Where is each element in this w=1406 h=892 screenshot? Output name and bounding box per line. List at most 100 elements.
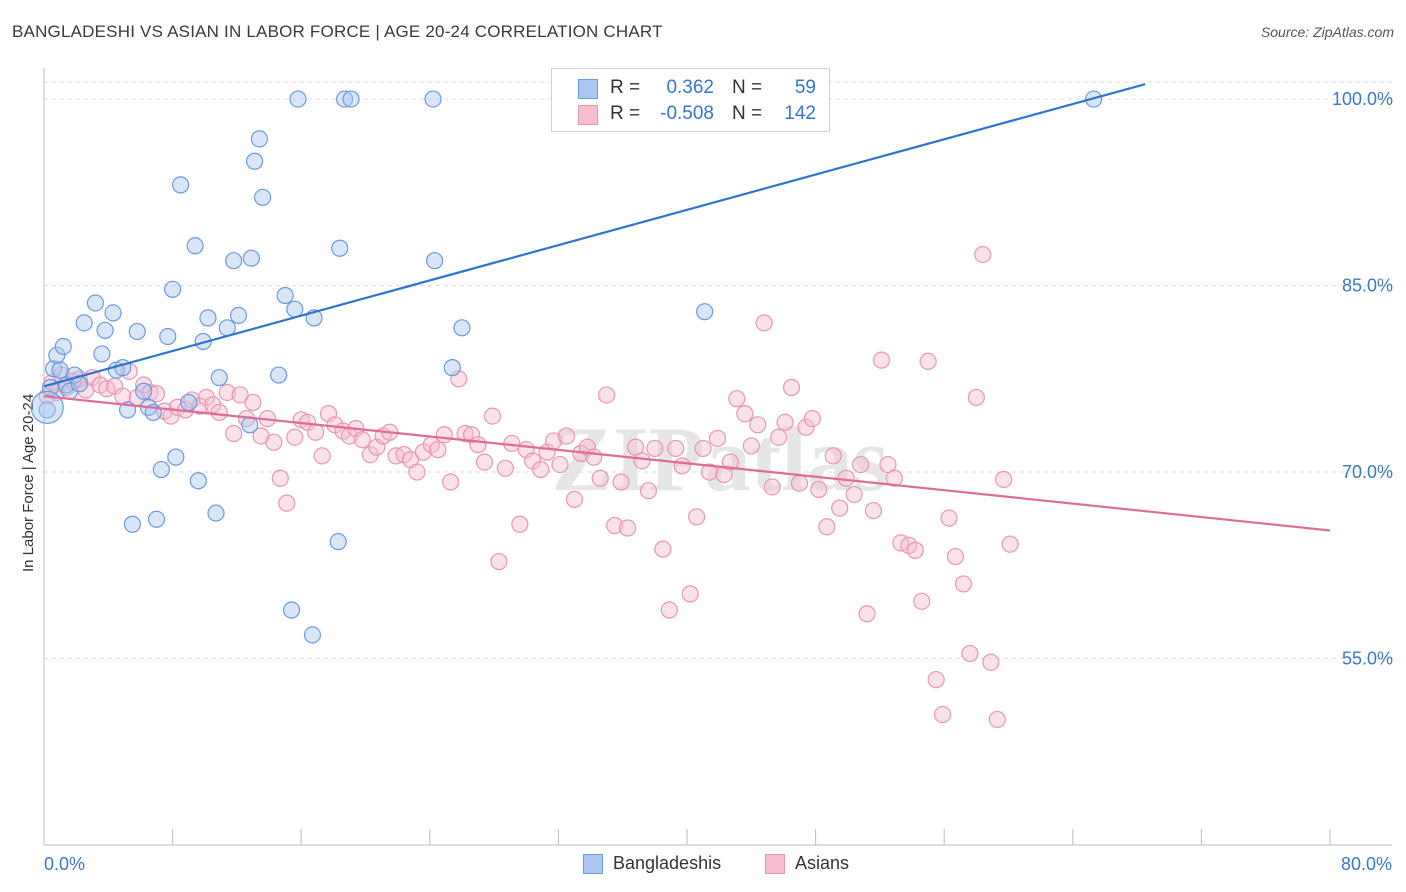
legend-label-asians: Asians — [795, 853, 850, 873]
bangladeshis-point — [254, 188, 272, 206]
asians-point — [770, 428, 788, 446]
asians-point — [913, 592, 931, 610]
asians-point — [852, 455, 870, 474]
asians-point — [532, 460, 550, 479]
asians-point — [496, 459, 514, 477]
bangladeshis-point — [180, 393, 198, 412]
legend-swatch-blue — [583, 854, 603, 874]
bangladeshis-point — [329, 533, 347, 551]
asians-point — [919, 352, 937, 370]
legend-r-value: 0.362 — [666, 77, 714, 98]
bangladeshis-point — [424, 90, 442, 108]
asians-point — [681, 585, 699, 603]
asians-point — [845, 485, 863, 504]
legend-n-value: 142 — [784, 103, 816, 124]
asians-point — [442, 473, 460, 491]
asians-point — [688, 508, 706, 526]
asians-point — [286, 428, 304, 446]
asians-point — [974, 245, 992, 264]
asians-point — [585, 448, 603, 466]
bangladeshis-point — [342, 90, 360, 108]
asians-point — [927, 671, 945, 689]
asians-point — [578, 438, 596, 456]
bangladeshis-point — [270, 366, 288, 384]
bangladeshis-point — [282, 601, 301, 619]
asians-point — [837, 469, 855, 487]
asians-point — [225, 424, 243, 443]
bangladeshis-point — [164, 280, 182, 298]
asians-point — [700, 463, 719, 481]
asians-point — [660, 601, 678, 619]
asians-point — [557, 427, 576, 445]
asians-point — [810, 480, 828, 499]
asians-point — [885, 469, 903, 487]
bangladeshis-point — [331, 239, 349, 257]
asians-point — [906, 541, 924, 559]
asians-point — [858, 605, 876, 623]
asians-point — [265, 433, 283, 451]
asians-point — [313, 447, 331, 465]
bangladeshis-point — [38, 401, 56, 419]
asians-point — [742, 437, 760, 455]
asians-point — [639, 482, 658, 500]
asians-point — [736, 405, 754, 423]
asians-point — [872, 351, 891, 369]
asians-point — [824, 447, 842, 465]
bangladeshis-point — [75, 314, 93, 332]
asians-point — [162, 407, 180, 425]
bangladeshis-point — [453, 319, 471, 337]
asians-point — [940, 509, 958, 527]
bangladeshis-point — [45, 360, 63, 378]
bangladeshis-point — [696, 303, 714, 321]
asians-point — [1001, 535, 1019, 553]
bangladeshis-trend-line — [43, 83, 1146, 388]
asians-point — [763, 478, 781, 496]
bangladeshis-point — [51, 361, 69, 379]
asians-point — [797, 418, 815, 436]
asians-point — [612, 473, 630, 491]
stats-legend: R = 0.362 N = 59 R = -0.508 N = 142 — [551, 68, 830, 132]
asians-point — [490, 552, 508, 571]
asians-point — [429, 441, 447, 459]
asians-point — [147, 385, 166, 403]
bangladeshis-point — [286, 300, 304, 318]
bangladeshis-point — [30, 390, 64, 424]
asians-point — [646, 439, 664, 458]
asians-point — [673, 457, 691, 475]
asians-point — [982, 653, 1000, 671]
bangladeshis-point — [93, 345, 111, 363]
bangladeshis-points — [30, 90, 1103, 644]
asians-point — [271, 469, 289, 487]
series-legend: Bangladeshis Asians — [0, 852, 1406, 878]
asians-point — [598, 386, 616, 404]
asians-point — [469, 436, 487, 454]
legend-swatch-pink — [578, 105, 598, 125]
asians-point — [475, 453, 494, 471]
bangladeshis-point — [186, 237, 204, 255]
axes — [43, 68, 1392, 846]
asians-point — [591, 469, 609, 487]
asians-point — [776, 413, 794, 431]
legend-r-label: R = — [610, 103, 641, 124]
asians-point — [694, 439, 712, 458]
asians-point — [551, 455, 569, 474]
legend-n-label: N = — [732, 103, 763, 124]
chart-source: Source: ZipAtlas.com — [1260, 24, 1394, 40]
bangladeshis-point — [229, 306, 248, 324]
bangladeshis-point — [159, 327, 177, 346]
asians-point — [231, 386, 249, 404]
asians-point — [141, 383, 159, 402]
legend-row-asians: R = -0.508 N = 142 — [552, 101, 829, 127]
legend-n-value: 59 — [794, 77, 816, 98]
bangladeshis-point — [135, 382, 153, 400]
asians-point — [831, 499, 849, 517]
y-tick-label: 85.0% — [1342, 276, 1393, 296]
asians-point — [565, 490, 584, 508]
bangladeshis-point — [210, 368, 228, 387]
asians-point — [864, 501, 883, 520]
asians-point — [749, 416, 767, 434]
bangladeshis-point — [147, 510, 166, 528]
bangladeshis-point — [250, 130, 269, 148]
asians-point — [511, 515, 529, 533]
